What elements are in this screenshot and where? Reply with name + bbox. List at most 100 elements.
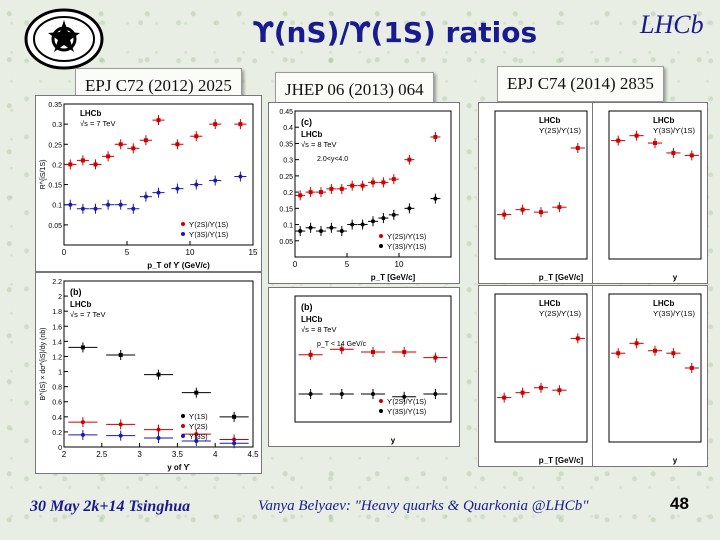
- x-tick-label: 0: [293, 260, 298, 269]
- data-point: [557, 388, 562, 393]
- ref-right: EPJ C74 (2014) 2835: [497, 66, 664, 102]
- data-point: [308, 352, 313, 357]
- data-point: [80, 345, 85, 350]
- plot-label: (b): [70, 287, 82, 297]
- x-axis-label: p_T of ϒ (GeV/c): [147, 261, 210, 270]
- data-point: [539, 210, 543, 215]
- data-point: [232, 414, 237, 419]
- legend-title: LHCb: [653, 116, 674, 125]
- data-point: [143, 194, 148, 199]
- data-point: [671, 150, 676, 155]
- data-point: [156, 372, 161, 377]
- x-axis-label: y: [391, 436, 396, 445]
- data-point: [194, 134, 199, 139]
- footer-author-talk: Vanya Belyaev: "Heavy quarks & Quarkonia…: [258, 498, 589, 514]
- legend-series-label: ϒ(3S): [189, 434, 208, 441]
- data-point: [68, 162, 73, 167]
- y-tick-label: 0.1: [52, 203, 62, 210]
- data-point: [371, 219, 375, 224]
- data-point: [93, 206, 98, 211]
- y-tick-label: 0.2: [52, 430, 62, 437]
- legend-series-label: ϒ(3S)/ϒ(1S): [387, 409, 426, 416]
- data-point: [520, 207, 525, 212]
- data-point: [106, 202, 111, 207]
- data-point: [575, 146, 580, 150]
- x-tick-label: 0: [62, 248, 67, 257]
- y-tick-label: 0.3: [283, 158, 293, 165]
- data-point: [156, 118, 161, 123]
- plot-frame: [608, 293, 702, 443]
- legend-subtitle: √s = 7 TeV: [80, 119, 115, 128]
- legend-subtitle: ϒ(3S)/ϒ(1S): [653, 309, 696, 318]
- data-point: [131, 146, 136, 151]
- y-axis-label: R^{iS/1S}: [40, 159, 47, 189]
- legend-series-label: ϒ(2S)/ϒ(1S): [387, 234, 426, 241]
- legend-title: LHCb: [301, 315, 322, 324]
- data-point: [402, 350, 407, 354]
- data-point: [502, 395, 507, 400]
- data-point: [671, 351, 676, 356]
- plot-frame: [294, 110, 452, 258]
- data-point: [391, 212, 396, 217]
- data-point: [339, 347, 344, 352]
- legend-series-label: ϒ(2S): [189, 424, 208, 431]
- data-point: [298, 229, 303, 234]
- data-point: [339, 186, 344, 191]
- data-point: [433, 355, 438, 360]
- legend-series-label: ϒ(2S)/ϒ(1S): [387, 399, 426, 406]
- data-point: [80, 432, 85, 437]
- y-tick-label: 1: [58, 370, 62, 377]
- x-tick-label: 4: [213, 450, 218, 459]
- data-point: [360, 183, 365, 188]
- x-tick-label: 10: [395, 260, 404, 269]
- data-point: [175, 186, 180, 191]
- y-tick-label: 0.05: [279, 239, 293, 246]
- x-tick-label: 2: [62, 450, 67, 459]
- data-point: [502, 212, 507, 217]
- data-point: [360, 222, 365, 227]
- data-point: [143, 138, 148, 143]
- data-point: [238, 174, 243, 179]
- data-point: [339, 392, 344, 396]
- legend-title: LHCb: [653, 299, 674, 308]
- data-point: [634, 133, 639, 138]
- y-tick-label: 2.2: [52, 279, 62, 286]
- data-point: [308, 190, 313, 195]
- data-point: [80, 420, 85, 425]
- data-point: [339, 229, 344, 234]
- y-tick-label: 0.25: [279, 174, 293, 181]
- y-tick-label: 1.4: [52, 339, 62, 346]
- data-point: [433, 134, 438, 139]
- y-tick-label: 0.3: [52, 122, 62, 129]
- plot-frame: [608, 110, 702, 260]
- data-point: [156, 435, 161, 440]
- data-point: [433, 392, 438, 396]
- x-tick-label: 3.5: [172, 450, 184, 459]
- chart-pt-ratio-7tev: 0.05 0.1 0.15 0.2 0.25 0.3 0.35 0 5 10 15 LHCb√s = …: [35, 95, 262, 272]
- x-tick-label: 5: [345, 260, 350, 269]
- data-point: [407, 206, 412, 211]
- legend-marker: [181, 222, 185, 226]
- plot-annotation: p_T < 14 GeV/c: [317, 341, 367, 348]
- data-point: [539, 385, 543, 390]
- plot-frame: [494, 293, 588, 443]
- y-tick-label: 0.25: [48, 142, 62, 149]
- data-point: [106, 154, 111, 159]
- x-tick-label: 10: [186, 248, 195, 257]
- data-point: [232, 441, 237, 446]
- legend-marker: [379, 244, 383, 248]
- footer-date-venue: 30 May 2k+14 Tsinghua: [30, 498, 191, 515]
- legend-marker: [379, 409, 383, 413]
- data-point: [381, 216, 386, 221]
- page-number: 48: [670, 494, 689, 513]
- data-point: [653, 348, 657, 353]
- legend-title: LHCb: [539, 299, 560, 308]
- x-tick-label: 4.5: [247, 450, 259, 459]
- data-point: [634, 341, 639, 346]
- plot-label: (b): [301, 302, 313, 312]
- data-point: [402, 394, 407, 399]
- chart-y-ratio-8tev: (b) LHCb√s = 8 TeV p_T < 14 GeV/c ϒ(2S)/ϒ(1…: [268, 287, 460, 447]
- data-point: [156, 190, 161, 195]
